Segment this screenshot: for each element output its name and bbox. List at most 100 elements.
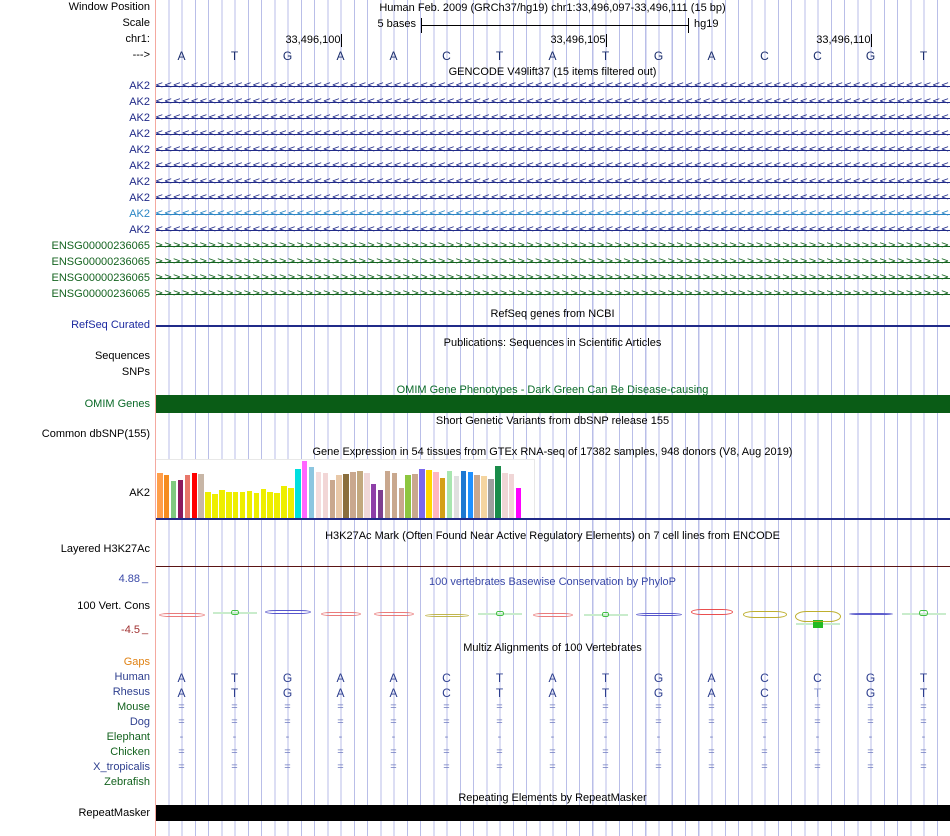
gtex-tissue-bar[interactable] [377,490,384,518]
gtex-tissue-bar[interactable] [384,471,391,518]
gtex-tissue-bar[interactable] [446,471,453,518]
gene-row-track[interactable]: <<<<<<<<<<<<<<<<<<<<<<<<<<<<<<<<<<<<<<<<… [155,208,950,220]
gene-row-track[interactable]: <<<<<<<<<<<<<<<<<<<<<<<<<<<<<<<<<<<<<<<<… [155,128,950,140]
gtex-tissue-bar[interactable] [274,493,280,518]
gtex-tissue-bar[interactable] [308,467,315,518]
species-label[interactable]: Dog [129,716,150,728]
omim-feature-bar[interactable] [155,395,950,413]
omim-genes-label[interactable]: OMIM Genes [84,398,150,410]
phylop-base-glyph[interactable] [158,613,205,617]
gtex-tissue-bar[interactable] [260,489,267,518]
gene-row-track[interactable]: <<<<<<<<<<<<<<<<<<<<<<<<<<<<<<<<<<<<<<<<… [155,144,950,156]
species-label[interactable]: Elephant [106,731,150,743]
gtex-tissue-bar[interactable] [398,488,405,518]
gene-row-track[interactable]: >>>>>>>>>>>>>>>>>>>>>>>>>>>>>>>>>>>>>>>>… [155,272,950,284]
species-label[interactable]: Human [114,671,150,683]
gene-row-track[interactable]: >>>>>>>>>>>>>>>>>>>>>>>>>>>>>>>>>>>>>>>>… [155,240,950,252]
gene-row-label[interactable]: AK2 [129,112,150,124]
gtex-tissue-bar[interactable] [315,472,322,518]
gtex-tissue-bar[interactable] [198,474,204,518]
phylop-base-glyph[interactable] [230,609,239,615]
gtex-tissue-bar[interactable] [453,476,460,518]
gtex-tissue-bar[interactable] [405,475,411,518]
species-alignment-row[interactable]: = = = = = = = = = = = = = = = [155,746,950,761]
gtex-tissue-bar[interactable] [322,473,329,518]
phylop-base-glyph[interactable] [919,610,928,616]
gtex-tissue-bar[interactable] [391,473,398,518]
gtex-tissue-bar[interactable] [191,473,198,518]
phylop-base-glyph[interactable] [320,612,361,616]
gtex-tissue-bar[interactable] [495,466,501,518]
gtex-tissue-bar[interactable] [508,474,515,518]
gene-row-track[interactable]: <<<<<<<<<<<<<<<<<<<<<<<<<<<<<<<<<<<<<<<<… [155,192,950,204]
species-alignment-row[interactable]: = = = = = = = = = = = = = = = [155,701,950,716]
species-label[interactable]: Chicken [110,746,150,758]
gene-row-track[interactable]: >>>>>>>>>>>>>>>>>>>>>>>>>>>>>>>>>>>>>>>>… [155,256,950,268]
gene-row-label[interactable]: AK2 [129,80,150,92]
gtex-tissue-bar[interactable] [350,472,356,518]
species-label[interactable]: X_tropicalis [93,761,150,773]
gtex-tissue-bar[interactable] [301,461,308,518]
phylop-base-glyph[interactable] [373,612,414,616]
gene-row-label[interactable]: AK2 [129,192,150,204]
gtex-tissue-bar[interactable] [232,492,239,518]
species-alignment-row[interactable]: = = = = = = = = = = = = = = = [155,761,950,776]
gene-row-label[interactable]: AK2 [129,160,150,172]
gene-row-label[interactable]: ENSG00000236065 [51,272,150,284]
gtex-tissue-bar[interactable] [502,473,508,518]
species-alignment-row[interactable]: = = = = = = = = = = = = = = = [155,716,950,731]
gtex-tissue-bar[interactable] [157,473,163,518]
species-label[interactable]: Rhesus [112,686,150,698]
gtex-tissue-bar[interactable] [219,490,225,518]
gtex-tissue-bar[interactable] [433,472,439,518]
gene-row-label[interactable]: AK2 [129,128,150,140]
gene-row-label[interactable]: AK2 [129,208,150,220]
phylop-base-glyph[interactable] [602,611,609,617]
gtex-tissue-bar[interactable] [481,476,487,518]
gtex-tissue-bar[interactable] [488,479,494,518]
gtex-tissue-bar[interactable] [439,478,446,518]
gtex-tissue-bar[interactable] [474,475,480,518]
gtex-tissue-bar[interactable] [295,469,301,518]
gene-row-track[interactable]: <<<<<<<<<<<<<<<<<<<<<<<<<<<<<<<<<<<<<<<<… [155,176,950,188]
gtex-tissue-bar[interactable] [515,488,522,518]
gene-row-label[interactable]: ENSG00000236065 [51,256,150,268]
repeatmasker-feature-bar[interactable] [155,805,950,821]
gtex-tissue-bar[interactable] [364,473,370,518]
gtex-tissue-bar[interactable] [170,481,177,518]
species-alignment-row[interactable] [155,776,950,791]
phylop-base-glyph[interactable] [532,613,573,617]
gtex-tissue-bar[interactable] [163,475,170,518]
gene-row-label[interactable]: AK2 [129,144,150,156]
gtex-bar-group[interactable] [157,459,537,518]
gene-row-track[interactable]: <<<<<<<<<<<<<<<<<<<<<<<<<<<<<<<<<<<<<<<<… [155,160,950,172]
gtex-tissue-bar[interactable] [253,493,260,518]
gtex-tissue-bar[interactable] [226,492,232,518]
gene-row-track[interactable]: <<<<<<<<<<<<<<<<<<<<<<<<<<<<<<<<<<<<<<<<… [155,224,950,236]
gtex-tissue-bar[interactable] [467,472,474,518]
gtex-tissue-bar[interactable] [426,470,432,518]
gtex-tissue-bar[interactable] [419,469,425,518]
phylop-base-glyph[interactable] [495,610,504,616]
gene-row-track[interactable]: >>>>>>>>>>>>>>>>>>>>>>>>>>>>>>>>>>>>>>>>… [155,288,950,300]
phylop-base-glyph[interactable] [848,613,893,615]
gtex-tissue-bar[interactable] [288,488,294,518]
gene-row-label[interactable]: ENSG00000236065 [51,288,150,300]
gtex-tissue-bar[interactable] [246,491,253,518]
gene-row-track[interactable]: <<<<<<<<<<<<<<<<<<<<<<<<<<<<<<<<<<<<<<<<… [155,96,950,108]
phylop-base-glyph[interactable] [794,610,841,622]
gene-row-label[interactable]: ENSG00000236065 [51,240,150,252]
gtex-tissue-bar[interactable] [177,480,184,518]
gtex-tissue-bar[interactable] [281,486,287,518]
phylop-base-glyph[interactable] [424,613,469,617]
species-alignment-row[interactable]: --------------- [155,731,950,746]
gtex-tissue-bar[interactable] [370,484,377,518]
phylop-base-glyph[interactable] [264,610,311,614]
gene-row-track[interactable]: <<<<<<<<<<<<<<<<<<<<<<<<<<<<<<<<<<<<<<<<… [155,80,950,92]
gtex-tissue-bar[interactable] [336,475,342,518]
repeatmasker-label[interactable]: RepeatMasker [78,807,150,819]
gtex-tissue-bar[interactable] [343,474,349,518]
gene-row-label[interactable]: AK2 [129,224,150,236]
gene-row-track[interactable]: <<<<<<<<<<<<<<<<<<<<<<<<<<<<<<<<<<<<<<<<… [155,112,950,124]
